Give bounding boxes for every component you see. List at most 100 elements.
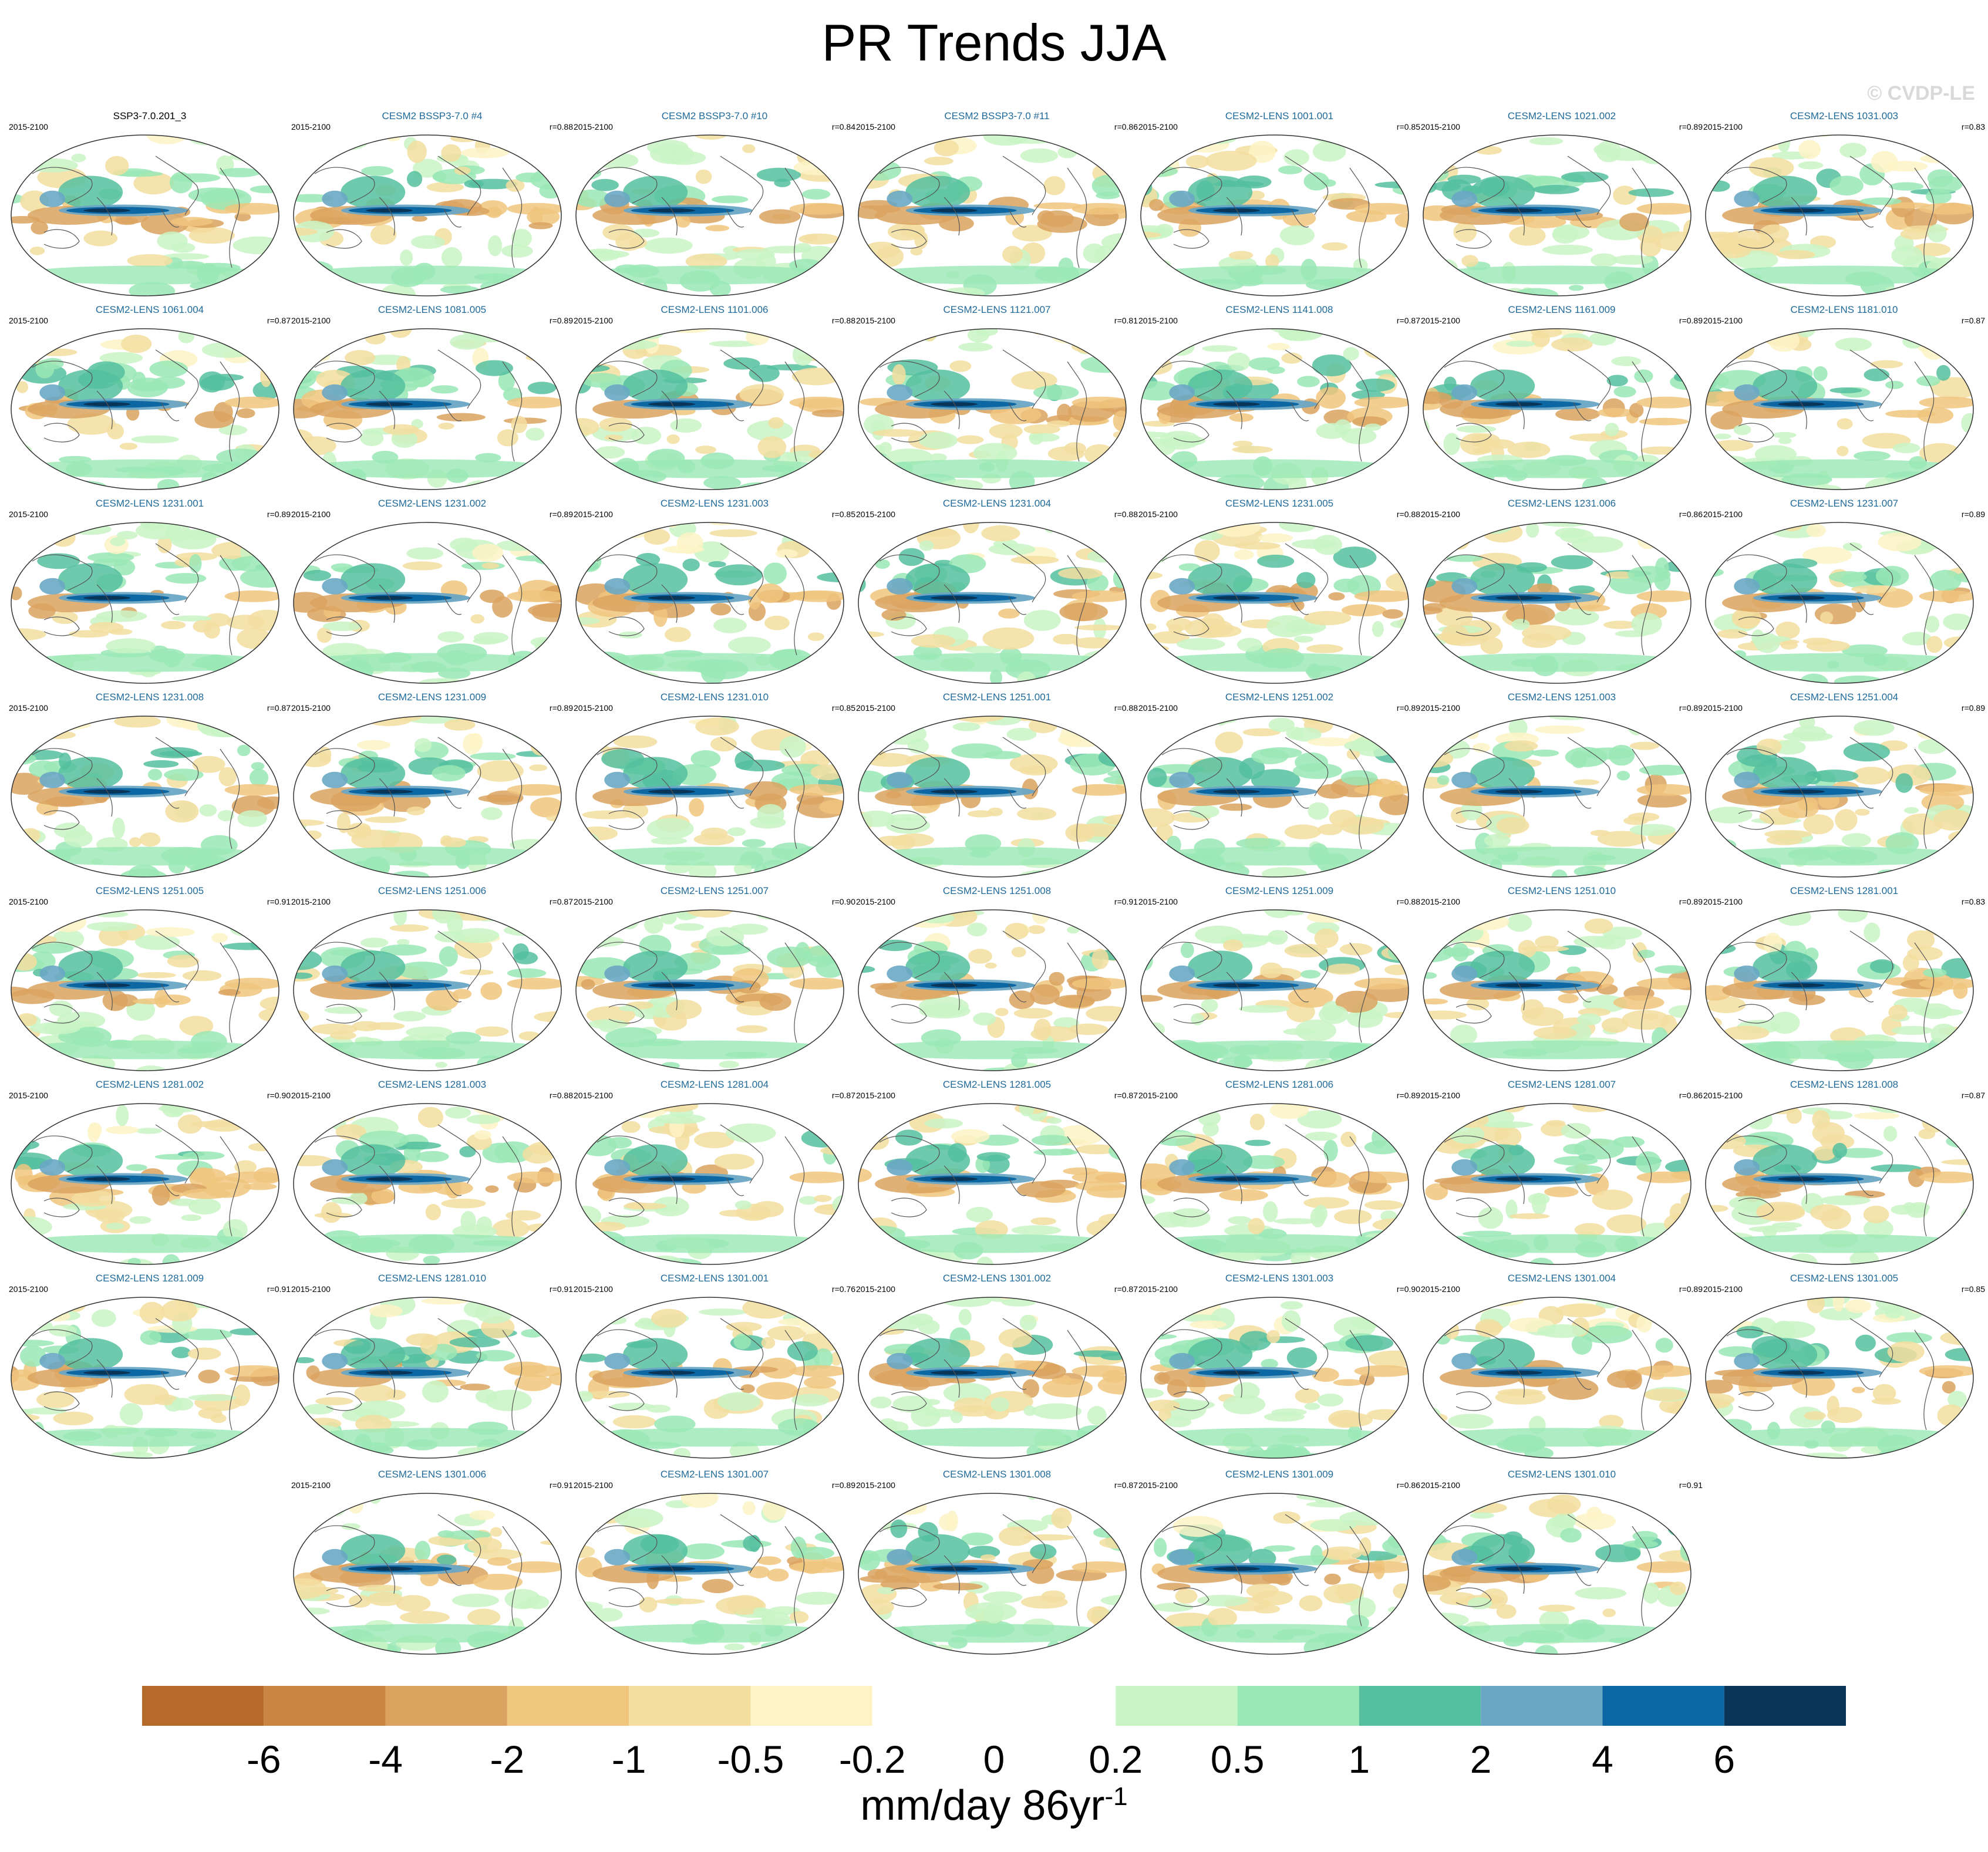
map-panel: CESM2-LENS 1301.009 2015-2100 r=0.86 [1138,1468,1420,1658]
map-plot [11,909,279,1071]
map-panel: CESM2-LENS 1231.001 2015-2100 r=0.89 [9,497,291,687]
panel-correlation: r=0.89 [1961,510,1985,519]
map-plot [11,134,279,296]
panel-title: CESM2-LENS 1121.007 [943,304,1051,315]
panel-title: CESM2-LENS 1001.001 [1225,110,1334,122]
map-panel: CESM2-LENS 1121.007 2015-2100 r=0.81 [856,303,1138,494]
panel-correlation: r=0.87 [1114,1480,1138,1490]
panel-period: 2015-2100 [856,703,895,713]
map-panel: CESM2-LENS 1251.004 2015-2100 r=0.89 [1703,690,1985,881]
map-plot [858,328,1127,490]
panel-title: CESM2-LENS 1231.004 [942,498,1052,509]
panel-period: 2015-2100 [574,316,613,325]
panel-period: 2015-2100 [1138,703,1178,713]
panel-title: CESM2 BSSP3-7.0 #4 [382,110,483,122]
map-panel: CESM2-LENS 1281.003 2015-2100 r=0.88 [291,1078,573,1269]
panel-title: CESM2-LENS 1061.004 [95,304,204,315]
panel-title: CESM2-LENS 1141.008 [1225,304,1333,315]
panel-correlation: r=0.91 [549,1480,573,1490]
map-panel: CESM2-LENS 1301.002 2015-2100 r=0.87 [856,1271,1138,1462]
panel-period: 2015-2100 [574,1480,613,1490]
map-panel: CESM2-LENS 1281.005 2015-2100 r=0.87 [856,1078,1138,1269]
map-plot [1140,134,1409,296]
panel-title: CESM2-LENS 1231.003 [660,498,769,509]
panel-title: CESM2 BSSP3-7.0 #10 [661,110,768,122]
map-panel: CESM2-LENS 1301.001 2015-2100 r=0.76 [574,1271,855,1462]
colorbar-tick-label: -1 [612,1738,646,1781]
map-panel: CESM2-LENS 1301.004 2015-2100 r=0.89 [1421,1271,1703,1462]
panel-title: CESM2-LENS 1301.004 [1507,1273,1616,1284]
panel-correlation: r=0.89 [549,510,573,519]
panel-correlation: r=0.89 [1679,1284,1703,1294]
panel-title: CESM2-LENS 1251.009 [1225,885,1334,896]
panel-title: CESM2-LENS 1231.006 [1507,498,1616,509]
panel-title: CESM2-LENS 1281.002 [95,1079,204,1090]
panel-correlation: r=0.89 [549,703,573,713]
panel-title: CESM2-LENS 1251.004 [1790,691,1899,703]
colorbar-tick-label: 0.5 [1211,1738,1265,1781]
panel-title: CESM2-LENS 1231.005 [1225,498,1334,509]
map-panel: CESM2-LENS 1101.006 2015-2100 r=0.88 [574,303,855,494]
map-plot [1140,1103,1409,1265]
map-plot [293,716,562,878]
panel-correlation: r=0.90 [267,1091,291,1100]
panel-period: 2015-2100 [1421,897,1460,906]
panel-title: CESM2-LENS 1301.007 [660,1469,769,1480]
panel-period: 2015-2100 [1421,1480,1460,1490]
colorbar-tick-label: -0.2 [839,1738,906,1781]
map-plot [293,1103,562,1265]
map-plot [1705,1103,1974,1265]
panel-period: 2015-2100 [9,897,48,906]
panel-title: CESM2-LENS 1281.004 [660,1079,769,1090]
map-plot [1705,328,1974,490]
panel-period: 2015-2100 [1138,122,1178,131]
colorbar-swatch [142,1686,264,1726]
panel-correlation: r=0.91 [267,897,291,906]
map-plot [1705,134,1974,296]
map-plot [858,1103,1127,1265]
panel-correlation: r=0.90 [831,897,855,906]
colorbar-swatch [264,1686,386,1726]
map-panel: CESM2-LENS 1081.005 2015-2100 r=0.89 [291,303,573,494]
panel-correlation: r=0.88 [1396,897,1420,906]
map-panel: CESM2-LENS 1301.005 2015-2100 r=0.85 [1703,1271,1985,1462]
panel-period: 2015-2100 [291,510,331,519]
panel-title: CESM2-LENS 1281.003 [378,1079,487,1090]
map-panel: CESM2-LENS 1301.010 2015-2100 r=0.91 [1421,1468,1703,1658]
panel-period: 2015-2100 [291,703,331,713]
panel-period: 2015-2100 [1703,1091,1743,1100]
panel-period: 2015-2100 [856,1480,895,1490]
map-panel: CESM2-LENS 1251.007 2015-2100 r=0.90 [574,884,855,1075]
map-plot [1705,1297,1974,1459]
map-plot [11,716,279,878]
panel-period: 2015-2100 [574,897,613,906]
panel-correlation: r=0.88 [1396,510,1420,519]
map-panel: CESM2-LENS 1281.007 2015-2100 r=0.86 [1421,1078,1703,1269]
panel-period: 2015-2100 [856,510,895,519]
panel-title: CESM2-LENS 1251.001 [942,691,1052,703]
map-plot [1140,716,1409,878]
panel-period: 2015-2100 [574,122,613,131]
map-panel: CESM2-LENS 1281.006 2015-2100 r=0.89 [1138,1078,1420,1269]
panel-title: CESM2-LENS 1301.001 [660,1273,769,1284]
panel-title: CESM2-LENS 1251.003 [1507,691,1616,703]
map-plot [1423,1103,1692,1265]
panel-title: CESM2-LENS 1231.008 [95,691,204,703]
map-panel: CESM2-LENS 1161.009 2015-2100 r=0.89 [1421,303,1703,494]
colorbar-tick-label: 2 [1470,1738,1492,1781]
panel-correlation: r=0.87 [267,316,291,325]
panel-period: 2015-2100 [291,122,331,131]
map-panel: CESM2-LENS 1141.008 2015-2100 r=0.87 [1138,303,1420,494]
map-panel: CESM2-LENS 1231.009 2015-2100 r=0.89 [291,690,573,881]
panel-title: CESM2-LENS 1301.009 [1225,1469,1334,1480]
panel-correlation: r=0.84 [831,122,855,131]
panel-correlation: r=0.87 [1961,1091,1985,1100]
map-panel: CESM2-LENS 1251.010 2015-2100 r=0.89 [1421,884,1703,1075]
map-plot [575,716,844,878]
map-plot [1705,522,1974,684]
map-plot [858,716,1127,878]
panel-period: 2015-2100 [574,1091,613,1100]
panel-correlation: r=0.87 [267,703,291,713]
panel-period: 2015-2100 [1421,1091,1460,1100]
colorbar-swatch [994,1686,1116,1726]
